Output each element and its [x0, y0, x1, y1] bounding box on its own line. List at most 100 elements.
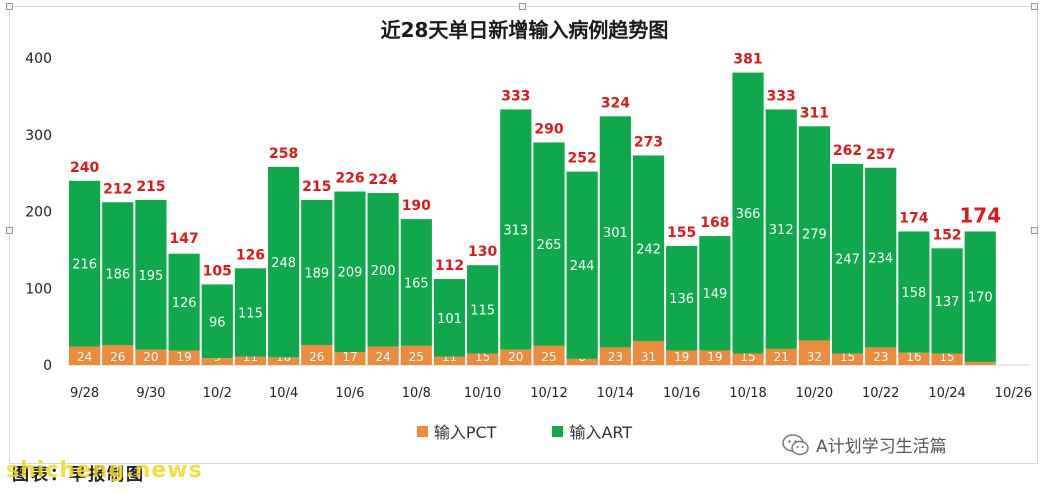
bar-art-label: 149 [702, 287, 727, 302]
bar-pct [301, 345, 333, 365]
bar-art [334, 191, 366, 352]
bar-pct [500, 349, 532, 365]
resize-handle-ml[interactable] [6, 227, 13, 234]
resize-handle-tc[interactable] [519, 3, 526, 10]
bar-pct-label: 19 [176, 350, 191, 364]
bar-pct-label: 32 [807, 350, 822, 364]
watermark: shicheng.news [6, 458, 203, 483]
bar-art [433, 279, 466, 357]
bar-total-label: 273 [634, 134, 663, 150]
bar-pct [135, 349, 167, 365]
bar-total-label: 152 [932, 227, 961, 243]
bar-pct-label: 31 [641, 350, 656, 364]
bar-pct [666, 350, 698, 365]
bar-art [301, 199, 333, 346]
bar-pct-label: 16 [906, 350, 921, 364]
bar-pct [533, 345, 565, 365]
x-tick-label: 10/18 [729, 386, 766, 401]
bar-total-label: 324 [601, 95, 630, 111]
x-tick-label: 10/6 [335, 386, 364, 401]
bar-art-label: 279 [802, 227, 827, 242]
bar-art-label: 186 [105, 268, 130, 283]
bar-total-label: 147 [169, 231, 198, 247]
bar-pct [367, 346, 399, 365]
bar-art-label: 165 [404, 276, 429, 291]
legend-item-art: 输入ART [552, 419, 632, 443]
bar-total-label: 333 [501, 88, 530, 104]
bar-pct [268, 357, 300, 365]
bar-total-label: 240 [70, 160, 99, 176]
bar-art [500, 109, 532, 350]
wechat-account: A计划学习生活篇 [782, 432, 947, 457]
x-tick-label: 10/14 [597, 386, 634, 401]
x-tick-label: 10/8 [402, 386, 431, 401]
bar-pct-label: 26 [309, 350, 324, 364]
bar-pct-label: 15 [475, 350, 490, 364]
x-tick-label: 10/26 [995, 386, 1032, 401]
bar-pct-label: 15 [840, 350, 855, 364]
x-tick-label: 10/20 [796, 386, 833, 401]
bar-art-label: 170 [968, 291, 993, 306]
legend-swatch-art [552, 425, 564, 437]
resize-handle-tl[interactable] [6, 3, 13, 10]
bar-art-label: 313 [503, 224, 528, 239]
bar-pct-label: 23 [608, 350, 623, 364]
bar-pct [798, 340, 830, 365]
bar-pct [699, 350, 731, 365]
bar-art-label: 136 [669, 292, 694, 307]
bar-pct [831, 353, 864, 365]
bar-total-label: 226 [335, 171, 364, 187]
legend-item-pct: 输入PCT [416, 419, 497, 443]
x-tick-label: 10/4 [269, 386, 298, 401]
bar-art [964, 231, 996, 362]
bar-pct [168, 350, 200, 365]
bar-pct [433, 356, 466, 365]
y-tick-label: 0 [43, 358, 52, 374]
bar-art [135, 199, 167, 350]
bar-pct-label: 15 [740, 350, 755, 364]
bar-pct-label: 15 [939, 350, 954, 364]
bar-pct [334, 351, 366, 365]
bar-pct-label: 21 [774, 350, 789, 364]
legend-label-art: 输入ART [569, 423, 633, 442]
bar-art [68, 180, 101, 347]
bar-art-label: 265 [537, 238, 562, 253]
resize-handle-mr[interactable] [1031, 227, 1038, 234]
bar-art [467, 265, 499, 354]
bar-art-label: 101 [437, 312, 462, 327]
bar-art [102, 202, 134, 346]
x-tick-label: 10/10 [464, 386, 501, 401]
legend: 输入PCT 输入ART [0, 419, 1049, 443]
wechat-account-name: A计划学习生活篇 [816, 437, 947, 457]
bar-total-label: 212 [103, 181, 132, 197]
bar-pct-label: 20 [143, 350, 158, 364]
bar-art [268, 166, 300, 358]
bar-art-label: 247 [835, 253, 860, 268]
bar-art-label: 301 [603, 226, 628, 241]
bar-total-label: 311 [800, 105, 829, 121]
bar-pct [898, 352, 930, 365]
bar-art [732, 72, 764, 354]
resize-handle-tr[interactable] [1031, 3, 1038, 10]
bar-art-label: 242 [636, 242, 661, 257]
bar-total-label: 105 [203, 263, 232, 279]
x-tick-label: 10/2 [203, 386, 232, 401]
bar-total-label: 168 [700, 215, 729, 231]
bar-art-label: 366 [736, 207, 761, 222]
bar-art [599, 116, 631, 348]
bar-total-label: 224 [369, 172, 398, 188]
y-tick-label: 200 [25, 205, 52, 221]
y-tick-label: 300 [25, 128, 52, 144]
x-tick-label: 10/16 [663, 386, 700, 401]
legend-label-pct: 输入PCT [433, 423, 497, 442]
bar-art-label: 96 [209, 315, 226, 330]
bar-pct-label: 24 [77, 350, 92, 364]
bar-art [533, 142, 565, 346]
bar-pct [865, 347, 897, 365]
bar-pct-label: 23 [873, 350, 888, 364]
bar-art [699, 236, 731, 351]
bar-pct-label: 24 [375, 350, 390, 364]
bar-art [632, 155, 665, 342]
legend-swatch-pct [416, 425, 428, 437]
bar-total-label: 262 [833, 143, 862, 159]
